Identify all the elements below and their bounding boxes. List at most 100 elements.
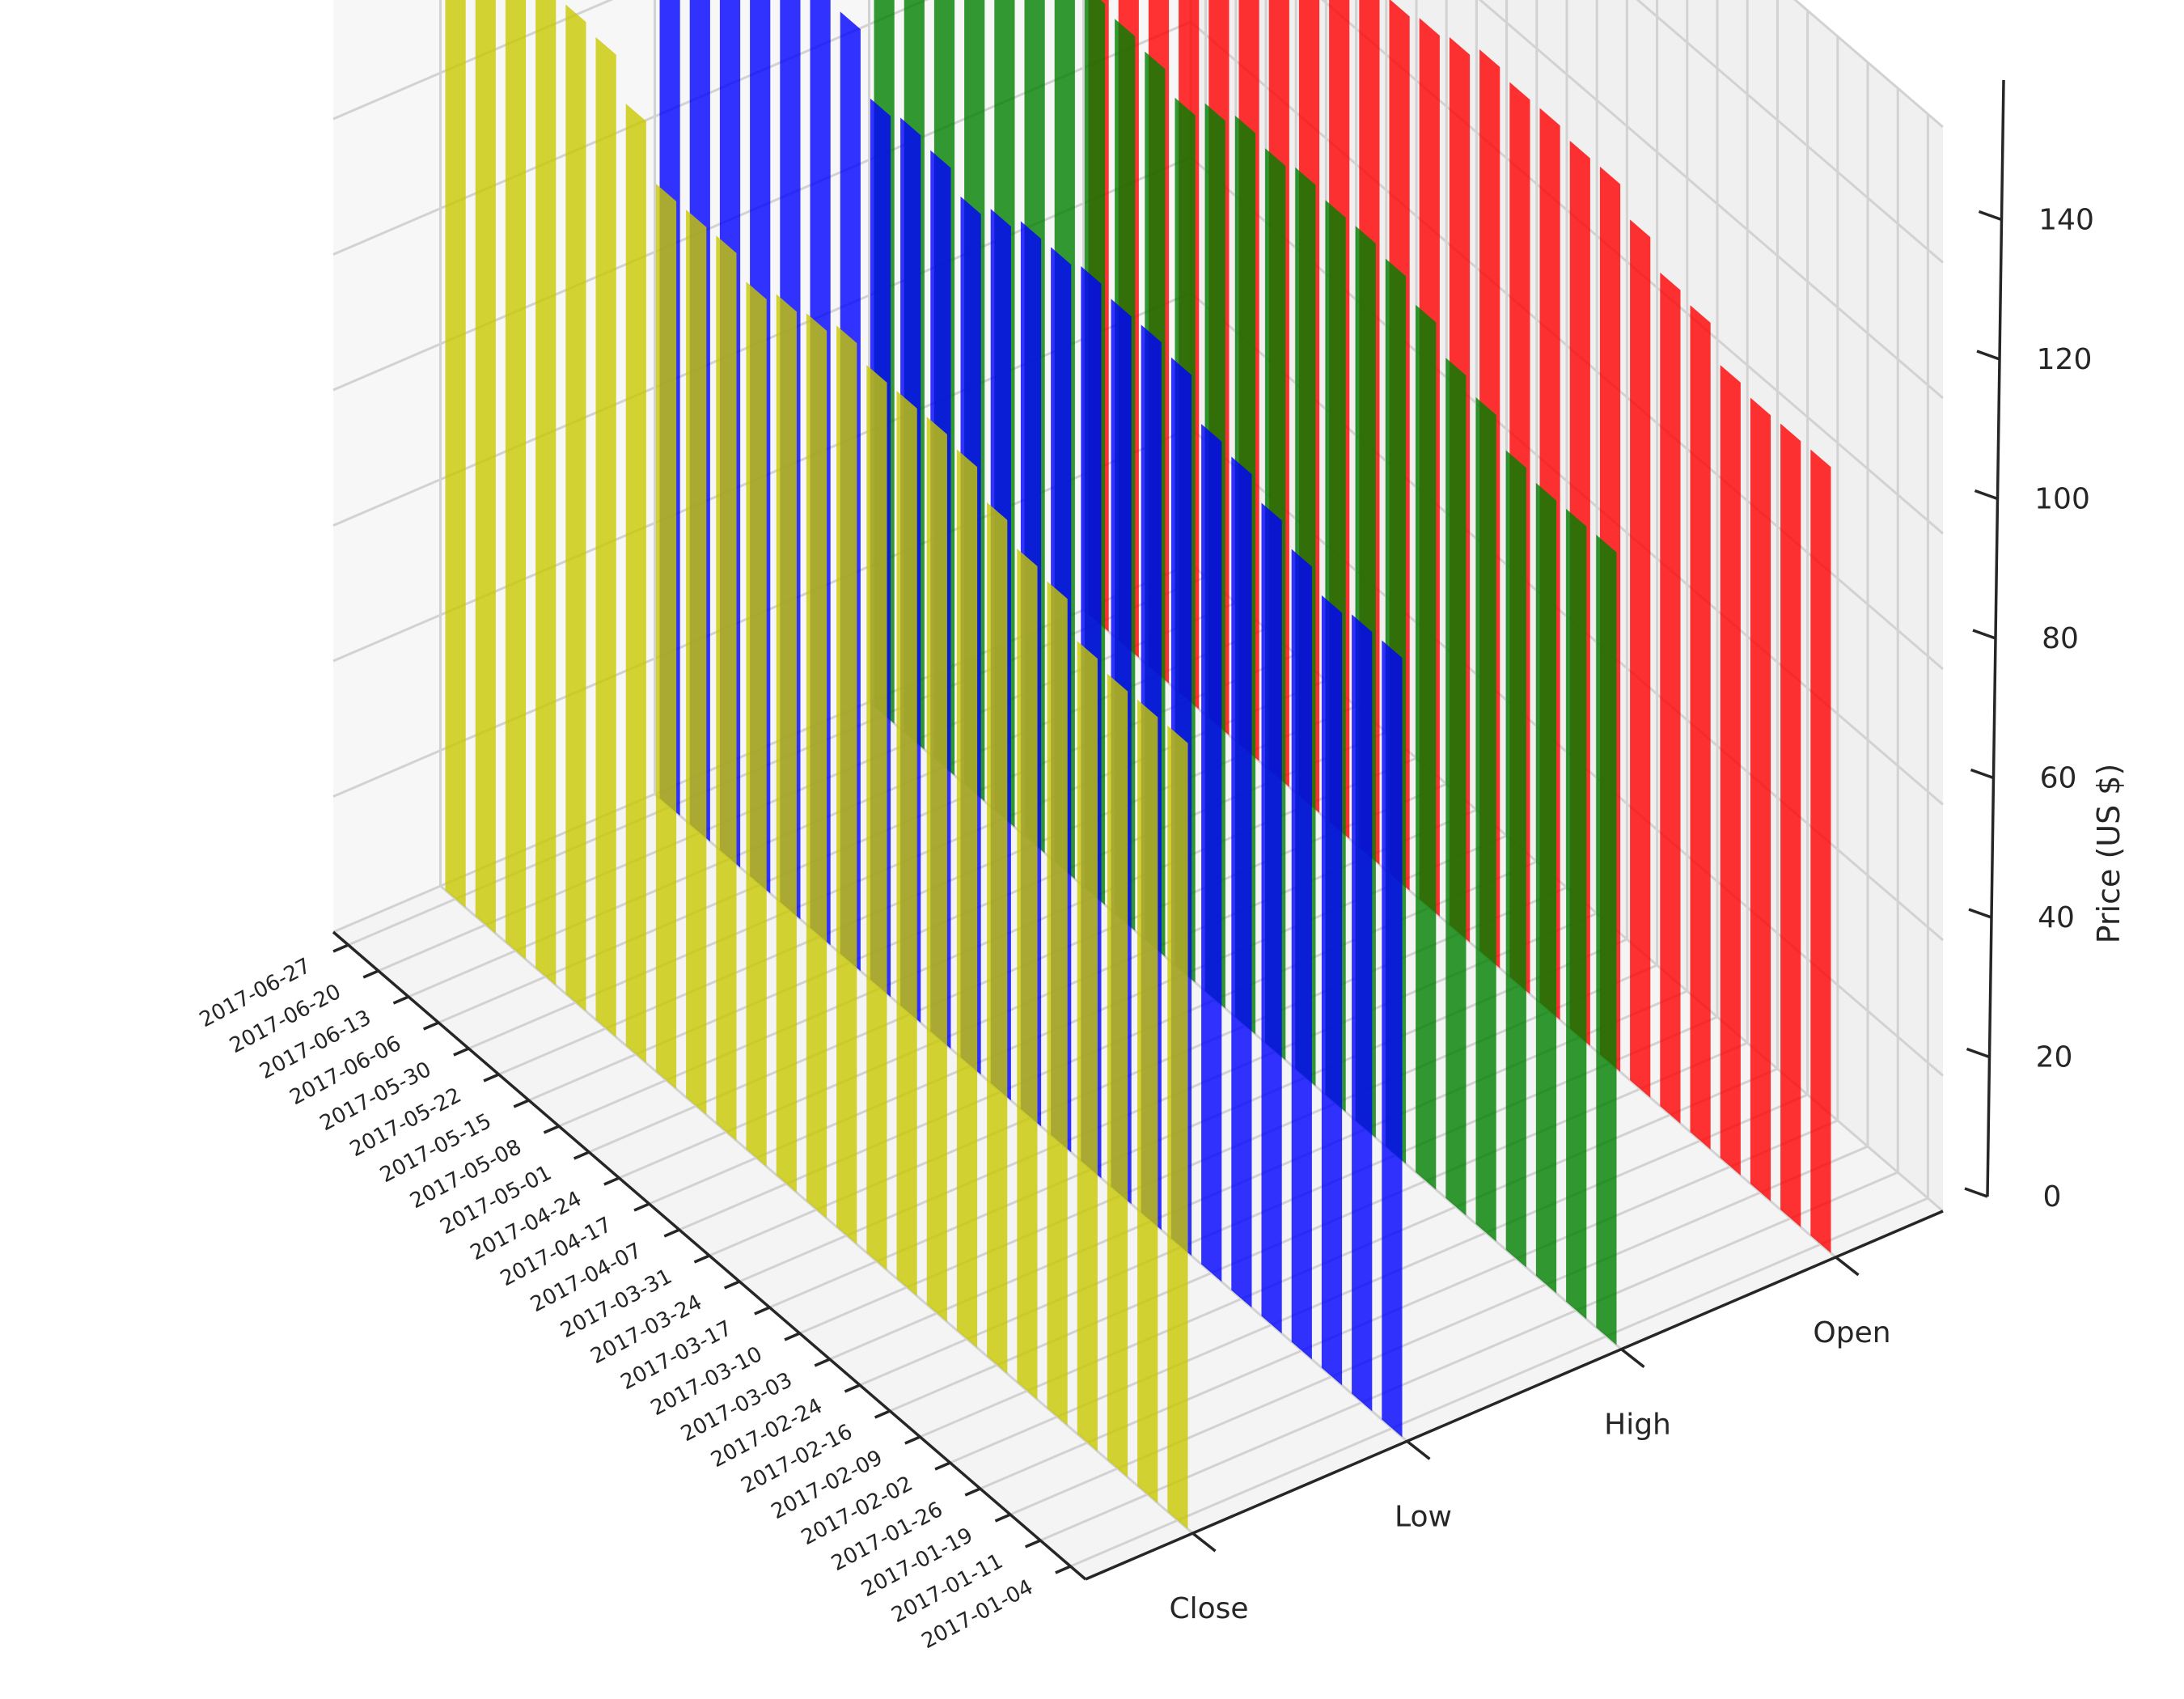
bar (565, 4, 586, 1011)
bar-series-close (445, 0, 1188, 1529)
bar (655, 184, 677, 1090)
bar (1201, 424, 1222, 1282)
bar (1810, 449, 1831, 1253)
z-tick-label: 0 (2043, 1180, 2062, 1214)
bar (686, 210, 707, 1116)
bar (1750, 397, 1771, 1201)
bar (445, 0, 466, 908)
z-gridline (1636, 0, 1944, 264)
bar (956, 449, 978, 1348)
bar (1352, 614, 1373, 1412)
z-tick (1976, 350, 2000, 361)
z-tick-label: 100 (2034, 483, 2090, 516)
x-tick (723, 1280, 740, 1290)
x-tick (392, 995, 409, 1005)
bar (866, 365, 887, 1271)
bar (475, 0, 496, 934)
bars-layer (445, 0, 1831, 1529)
y-tick-label: Open (1813, 1316, 1890, 1349)
bar (746, 282, 767, 1167)
bar (1690, 305, 1711, 1150)
x-tick (663, 1228, 680, 1238)
bar (1137, 699, 1158, 1503)
bar (1566, 508, 1587, 1320)
z-gridline (332, 0, 1944, 400)
z-tick (1968, 908, 1992, 919)
x-tick (964, 1487, 981, 1497)
bar (896, 391, 917, 1297)
bar (1167, 725, 1188, 1529)
y-tick (1406, 1439, 1431, 1460)
y-tick (1620, 1348, 1645, 1369)
bar (1660, 272, 1681, 1124)
x-tick (362, 969, 379, 979)
z-tick (1974, 489, 1999, 501)
bar (716, 235, 737, 1142)
x-tick (332, 943, 349, 953)
bar (1231, 456, 1252, 1308)
z-tick-label: 120 (2037, 343, 2093, 376)
bar (1505, 450, 1526, 1268)
bar (1780, 423, 1801, 1227)
bar (1077, 641, 1098, 1451)
x-gridline (1069, 114, 1929, 1568)
bar (836, 325, 857, 1244)
bar (1630, 219, 1651, 1098)
bar (1321, 595, 1343, 1386)
bar (535, 0, 557, 985)
x-tick (994, 1513, 1011, 1523)
x-tick (543, 1125, 560, 1134)
y-axis-line (1085, 1210, 1944, 1581)
bar (1047, 581, 1068, 1426)
x-tick (573, 1150, 590, 1160)
bar (1261, 502, 1282, 1334)
z-tick-label: 40 (2038, 901, 2075, 934)
bar (1291, 549, 1312, 1360)
x-tick (754, 1306, 771, 1316)
bar (1720, 365, 1741, 1176)
x-tick (904, 1435, 921, 1445)
x-tick (1024, 1539, 1041, 1549)
bar (505, 0, 527, 960)
bar (1475, 397, 1496, 1242)
bar (776, 294, 797, 1193)
x-gridline (950, 11, 1809, 1464)
x-tick (1055, 1565, 1072, 1574)
z-tick (1964, 1187, 1988, 1198)
bar (1535, 482, 1557, 1294)
z-tick-label: 20 (2036, 1041, 2073, 1074)
x-tick (453, 1047, 470, 1057)
x-gridline (980, 36, 1839, 1490)
bar (625, 104, 646, 1064)
y-tick (1835, 1256, 1860, 1277)
bar (1596, 534, 1617, 1345)
bar (926, 417, 947, 1322)
bar (1445, 358, 1467, 1216)
z-tick (1970, 768, 1995, 780)
x-tick (422, 1021, 439, 1031)
x-tick (934, 1461, 951, 1471)
bar (1416, 304, 1437, 1190)
x-gridline (1009, 62, 1869, 1516)
x-gridline (919, 0, 1779, 1438)
x-tick (874, 1409, 891, 1419)
x-tick (513, 1099, 530, 1108)
bar (987, 502, 1008, 1374)
x-tick (814, 1358, 831, 1367)
x-tick (483, 1073, 500, 1083)
z-tick-label: 140 (2038, 204, 2094, 237)
x-tick (693, 1254, 710, 1264)
y-tick-label: Close (1169, 1592, 1248, 1625)
z-tick-label: 60 (2040, 762, 2077, 795)
x-tick (784, 1332, 801, 1341)
x-gridline (1039, 88, 1899, 1542)
z-axis-title: Price (US $) (2091, 764, 2127, 944)
bar (1107, 673, 1128, 1477)
z-tick (1966, 1047, 1991, 1059)
z-tick (1972, 629, 1996, 640)
x-tick (633, 1202, 650, 1212)
y-tick-label: High (1604, 1409, 1671, 1442)
bar (595, 36, 616, 1037)
bar (806, 313, 827, 1219)
